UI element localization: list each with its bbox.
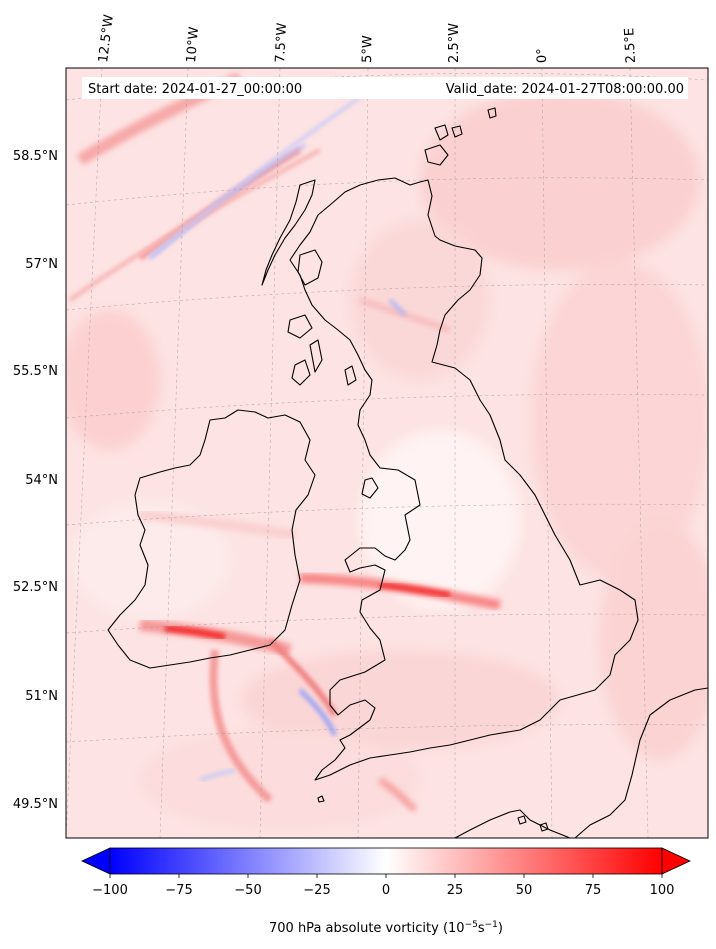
colorbar-ticks bbox=[109, 874, 663, 878]
lat-label: 54°N bbox=[25, 473, 58, 488]
lat-label: 58.5°N bbox=[13, 149, 58, 164]
colorbar-title: 700 hPa absolute vorticity (10−5s−1) bbox=[269, 920, 503, 936]
colorbar-title-mid: s bbox=[478, 921, 485, 936]
longitude-labels: 12.5°W 10°W 7.5°W 5°W 2.5°W 0° 2.5°E bbox=[96, 14, 639, 64]
colorbar-tick-label: 50 bbox=[516, 883, 533, 898]
colorbar-title-end: ) bbox=[498, 921, 503, 936]
lon-label: 2.5°E bbox=[622, 27, 639, 63]
colorbar-max-extension bbox=[661, 847, 691, 875]
outer-hebrides-coastline bbox=[261, 179, 316, 286]
ireland-coastline bbox=[107, 409, 316, 669]
start-date-label: Start date: 2024-01-27_00:00:00 bbox=[88, 82, 302, 97]
lat-label: 52.5°N bbox=[13, 580, 58, 595]
france-coastline bbox=[454, 687, 708, 838]
colorbar-min-extension bbox=[81, 847, 111, 875]
vorticity-streaks bbox=[68, 72, 501, 813]
mull-coastline bbox=[287, 314, 313, 339]
map-plot-area bbox=[66, 68, 708, 838]
lon-label: 0° bbox=[535, 48, 550, 63]
colorbar-tick-label: 0 bbox=[382, 883, 390, 898]
map-info-box: Start date: 2024-01-27_00:00:00 Valid_da… bbox=[82, 77, 688, 99]
lat-label: 51°N bbox=[25, 689, 58, 704]
colorbar-title-exp2: −1 bbox=[485, 920, 498, 930]
latitude-labels: 58.5°N 57°N 55.5°N 54°N 52.5°N 51°N 49.5… bbox=[13, 149, 58, 812]
isles-of-scilly-coastline bbox=[317, 795, 325, 803]
jura-coastline bbox=[309, 339, 323, 373]
orkney-coastline bbox=[424, 144, 449, 166]
lat-label: 49.5°N bbox=[13, 797, 58, 812]
coastlines bbox=[107, 107, 708, 838]
isle-of-man-coastline bbox=[361, 477, 379, 499]
colorbar-tick-label: −75 bbox=[165, 883, 192, 898]
colorbar-tick-label: 100 bbox=[650, 883, 675, 898]
colorbar-title-exp1: −5 bbox=[465, 920, 478, 930]
lon-label: 2.5°W bbox=[447, 23, 462, 63]
colorbar-tick-label: −25 bbox=[303, 883, 330, 898]
lon-label: 7.5°W bbox=[273, 22, 290, 63]
islay-coastline bbox=[291, 359, 311, 386]
lon-label: 5°W bbox=[360, 35, 375, 63]
great-britain-coastline bbox=[289, 177, 639, 781]
arran-coastline bbox=[344, 365, 357, 386]
graticule bbox=[66, 68, 708, 838]
lon-label: 10°W bbox=[184, 26, 202, 63]
colorbar-title-main: 700 hPa absolute vorticity (10 bbox=[269, 921, 465, 936]
colorbar-tick-label: 25 bbox=[447, 883, 464, 898]
info-background bbox=[82, 77, 688, 99]
colorbar-gradient bbox=[109, 847, 663, 875]
channel-islands-coastline bbox=[517, 815, 527, 825]
map-frame bbox=[65, 67, 709, 839]
colorbar-tick-label: −100 bbox=[92, 883, 128, 898]
colorbar-tick-label: −50 bbox=[234, 883, 261, 898]
skye-coastline bbox=[297, 249, 323, 286]
colorbar-tick-label: 75 bbox=[585, 883, 602, 898]
lon-label: 12.5°W bbox=[96, 14, 117, 64]
colorbar: −100 −75 −50 −25 0 25 50 75 100 700 hPa … bbox=[81, 847, 691, 936]
lat-label: 57°N bbox=[25, 257, 58, 272]
lat-label: 55.5°N bbox=[13, 364, 58, 379]
valid-date-label: Valid_date: 2024-01-27T08:00:00.00 bbox=[446, 82, 684, 97]
